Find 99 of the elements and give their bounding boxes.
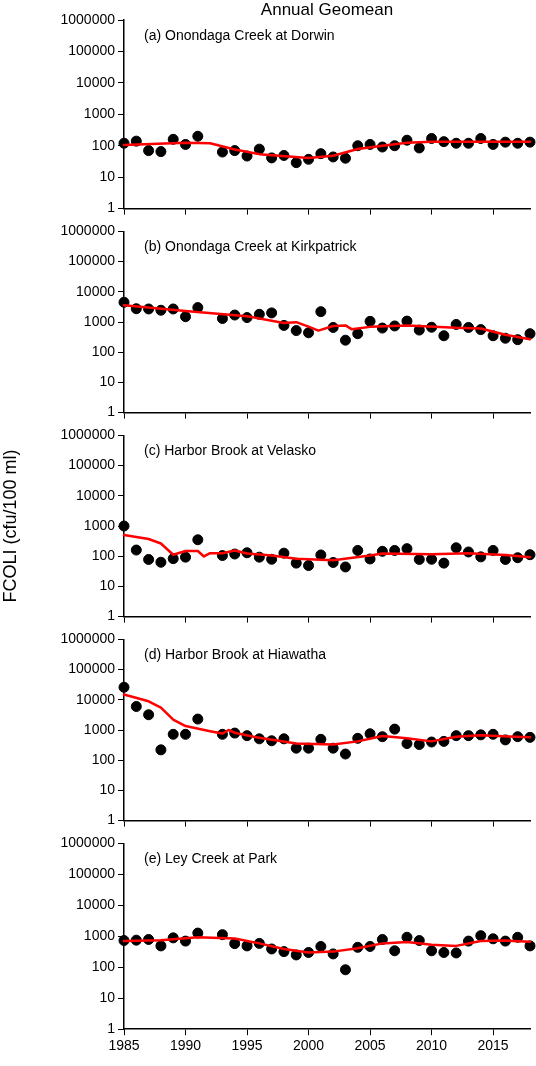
point <box>167 553 179 565</box>
point <box>192 534 204 546</box>
y-tick-label: 10 <box>99 781 116 798</box>
point <box>118 681 130 693</box>
point <box>438 946 450 958</box>
x-tick-label: 2015 <box>477 1037 509 1054</box>
y-tick-label: 1 <box>107 607 116 624</box>
y-tick-label: 1000 <box>83 720 116 737</box>
point <box>180 551 192 563</box>
y-tick-label: 10 <box>99 989 116 1006</box>
point <box>389 723 401 735</box>
y-tick-label: 100 <box>91 751 116 768</box>
y-tick-label: 1000000 <box>60 222 116 239</box>
y-tick-label: 10000 <box>76 73 116 90</box>
annotation: (a) Onondaga Creek at Dorwin <box>144 26 335 43</box>
point <box>401 738 413 750</box>
x-tick-label: 1990 <box>169 1037 202 1054</box>
point <box>229 938 241 950</box>
point <box>438 557 450 569</box>
point <box>253 143 265 155</box>
y-tick-label: 100 <box>91 136 116 153</box>
x-tick-label: 1995 <box>231 1037 263 1054</box>
y-tick-label: 1000 <box>83 516 116 533</box>
point <box>364 728 376 740</box>
point <box>155 146 167 158</box>
annotation: (d) Harbor Brook at Hiawatha <box>144 646 327 663</box>
point <box>339 561 351 573</box>
point <box>180 311 192 323</box>
point <box>413 142 425 154</box>
x-tick-label: 2010 <box>416 1037 448 1054</box>
y-tick-label: 100000 <box>68 865 116 882</box>
point <box>339 334 351 346</box>
point <box>389 945 401 957</box>
y-tick-label: 100 <box>91 547 116 564</box>
point <box>303 327 315 339</box>
point <box>339 964 351 976</box>
annotation: (e) Ley Creek at Park <box>144 850 279 867</box>
point <box>143 145 155 157</box>
y-tick-label: 100 <box>91 343 116 360</box>
y-tick-label: 1 <box>107 1020 116 1037</box>
y-tick-label: 100 <box>91 958 116 975</box>
point <box>155 940 167 952</box>
point <box>339 152 351 164</box>
y-axis-title: FCOLI (cfu/100 ml) <box>0 449 20 603</box>
point <box>118 520 130 532</box>
y-tick-label: 100000 <box>68 42 116 59</box>
y-tick-label: 10000 <box>76 282 116 299</box>
point <box>339 748 351 760</box>
point <box>450 947 462 959</box>
point <box>315 940 327 952</box>
y-tick-label: 100000 <box>68 456 116 473</box>
point <box>130 701 142 712</box>
chart-title: Annual Geomean <box>260 0 394 19</box>
x-tick-label: 2000 <box>292 1037 325 1054</box>
point <box>155 556 167 568</box>
point <box>426 945 438 957</box>
point <box>143 553 155 565</box>
point <box>315 306 327 318</box>
annotation: (c) Harbor Brook at Velasko <box>144 442 317 459</box>
point <box>524 328 536 340</box>
y-tick-label: 10 <box>99 168 116 185</box>
y-tick-label: 1 <box>107 811 116 828</box>
y-tick-label: 1000 <box>83 105 116 122</box>
point <box>364 315 376 327</box>
y-tick-label: 1000000 <box>60 834 116 851</box>
y-tick-label: 100000 <box>68 252 116 269</box>
point <box>155 744 167 756</box>
y-tick-label: 10000 <box>76 690 116 707</box>
point <box>143 709 155 721</box>
point <box>352 328 364 340</box>
y-tick-label: 100000 <box>68 660 116 677</box>
point <box>266 307 278 319</box>
y-tick-label: 1000 <box>83 312 116 329</box>
point <box>130 544 142 556</box>
y-tick-label: 1000000 <box>60 630 116 647</box>
y-tick-label: 10000 <box>76 486 116 503</box>
point <box>192 713 204 725</box>
y-tick-label: 1000000 <box>60 10 116 27</box>
y-tick-label: 10000 <box>76 896 116 913</box>
x-tick-label: 2005 <box>354 1037 386 1054</box>
point <box>438 330 450 342</box>
y-tick-label: 1000 <box>83 927 116 944</box>
point <box>180 728 192 740</box>
point <box>303 560 315 572</box>
point <box>216 146 228 158</box>
point <box>290 157 302 169</box>
point <box>167 728 179 740</box>
y-tick-label: 1 <box>107 199 116 216</box>
point <box>475 930 487 942</box>
y-tick-label: 10 <box>99 373 116 390</box>
y-tick-label: 10 <box>99 577 116 594</box>
annotation: (b) Onondaga Creek at Kirkpatrick <box>144 238 358 255</box>
point <box>450 542 462 554</box>
point <box>352 544 364 556</box>
point <box>290 325 302 337</box>
y-tick-label: 1 <box>107 403 116 420</box>
point <box>192 130 204 142</box>
y-tick-label: 1000000 <box>60 426 116 443</box>
x-tick-label: 1985 <box>108 1037 140 1054</box>
